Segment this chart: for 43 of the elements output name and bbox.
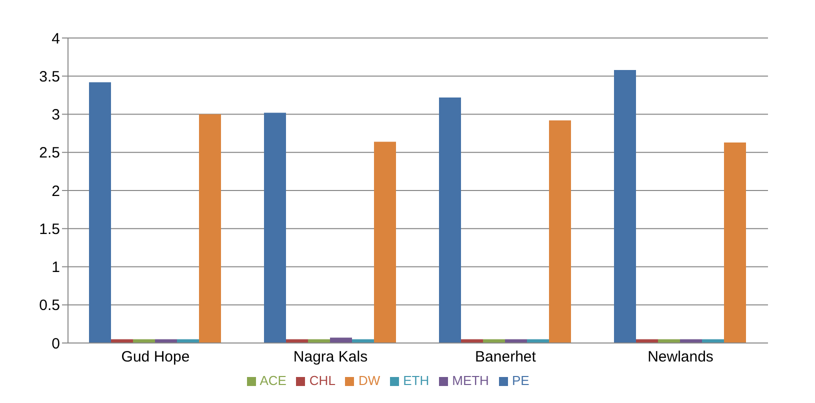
bar bbox=[308, 339, 330, 343]
bar bbox=[330, 338, 352, 343]
y-tick-label: 0.5 bbox=[39, 297, 60, 314]
bar bbox=[658, 339, 680, 343]
x-tick-label: Nagra Kals bbox=[293, 348, 368, 366]
x-tick-label: Newlands bbox=[648, 348, 714, 366]
legend-label: DW bbox=[358, 373, 380, 388]
legend-label: PE bbox=[512, 373, 530, 388]
y-tick-label: 1 bbox=[52, 259, 60, 276]
bar bbox=[374, 142, 396, 343]
bar bbox=[724, 142, 746, 343]
bar bbox=[461, 339, 483, 343]
y-tick-label: 2.5 bbox=[39, 144, 60, 162]
bar bbox=[199, 114, 221, 343]
y-tick-label: 4 bbox=[52, 30, 60, 48]
bar bbox=[89, 82, 111, 343]
bar bbox=[133, 339, 155, 343]
bar bbox=[505, 339, 527, 343]
bar bbox=[614, 70, 636, 343]
bar bbox=[352, 339, 374, 343]
bar bbox=[636, 339, 658, 343]
bar bbox=[483, 339, 505, 343]
x-tick-label: Banerhet bbox=[475, 348, 537, 366]
y-tick-label: 0 bbox=[52, 335, 60, 352]
bar bbox=[680, 339, 702, 343]
bar bbox=[177, 339, 199, 343]
legend-label: CHL bbox=[309, 373, 336, 388]
bar bbox=[439, 97, 461, 343]
bar bbox=[702, 339, 724, 343]
y-tick-label: 1.5 bbox=[39, 220, 60, 238]
bar bbox=[155, 339, 177, 343]
y-tick-label: 3.5 bbox=[39, 68, 60, 86]
bar bbox=[111, 339, 133, 343]
y-tick-label: 2 bbox=[52, 182, 60, 200]
legend-label: ACE bbox=[260, 373, 286, 388]
y-tick-label: 3 bbox=[52, 106, 60, 124]
legend-label: ETH bbox=[403, 373, 430, 388]
x-tick-label: Gud Hope bbox=[121, 348, 190, 366]
bar bbox=[527, 339, 549, 343]
bar bbox=[549, 120, 571, 343]
legend-label: METH bbox=[452, 373, 489, 388]
bar bbox=[286, 339, 308, 343]
bar bbox=[264, 112, 286, 343]
